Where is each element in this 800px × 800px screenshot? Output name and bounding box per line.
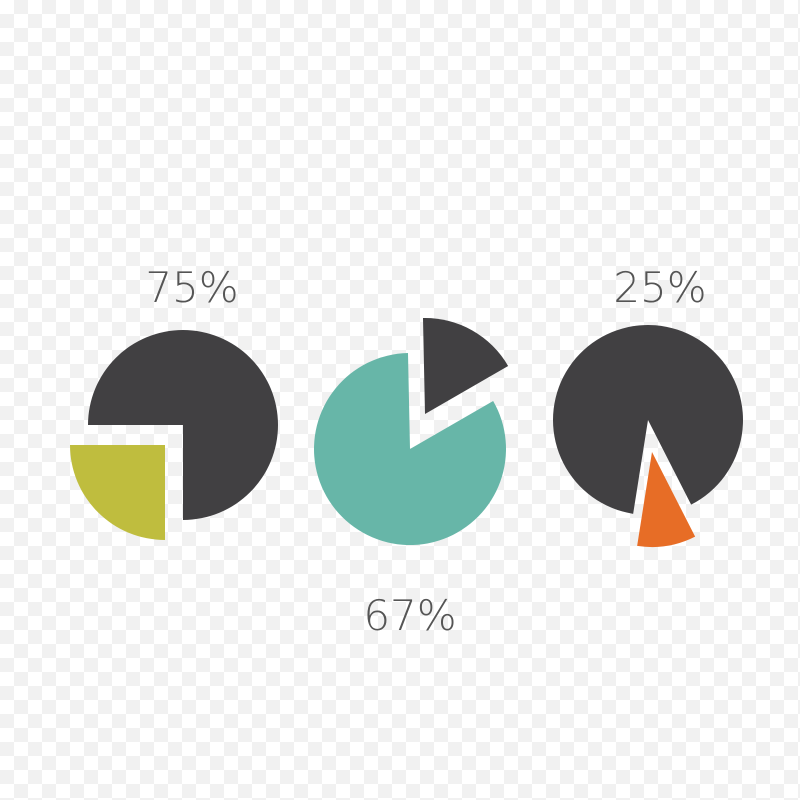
pie-3-slice-2 — [637, 452, 696, 547]
pie-1-slice-1 — [88, 330, 278, 520]
pie-chart-3 — [553, 325, 744, 547]
pie-3-label: 25% — [613, 263, 706, 312]
pie-1-label: 75% — [145, 263, 238, 312]
pie-1-slice-2 — [70, 445, 165, 540]
pie-3-slice-1 — [553, 325, 744, 514]
pie-chart-1 — [70, 330, 278, 540]
pie-2-slice-2 — [422, 318, 509, 414]
pie-2-slice-1 — [314, 353, 506, 546]
pie-2-label: 67% — [363, 591, 456, 640]
pie-chart-2 — [314, 318, 509, 546]
